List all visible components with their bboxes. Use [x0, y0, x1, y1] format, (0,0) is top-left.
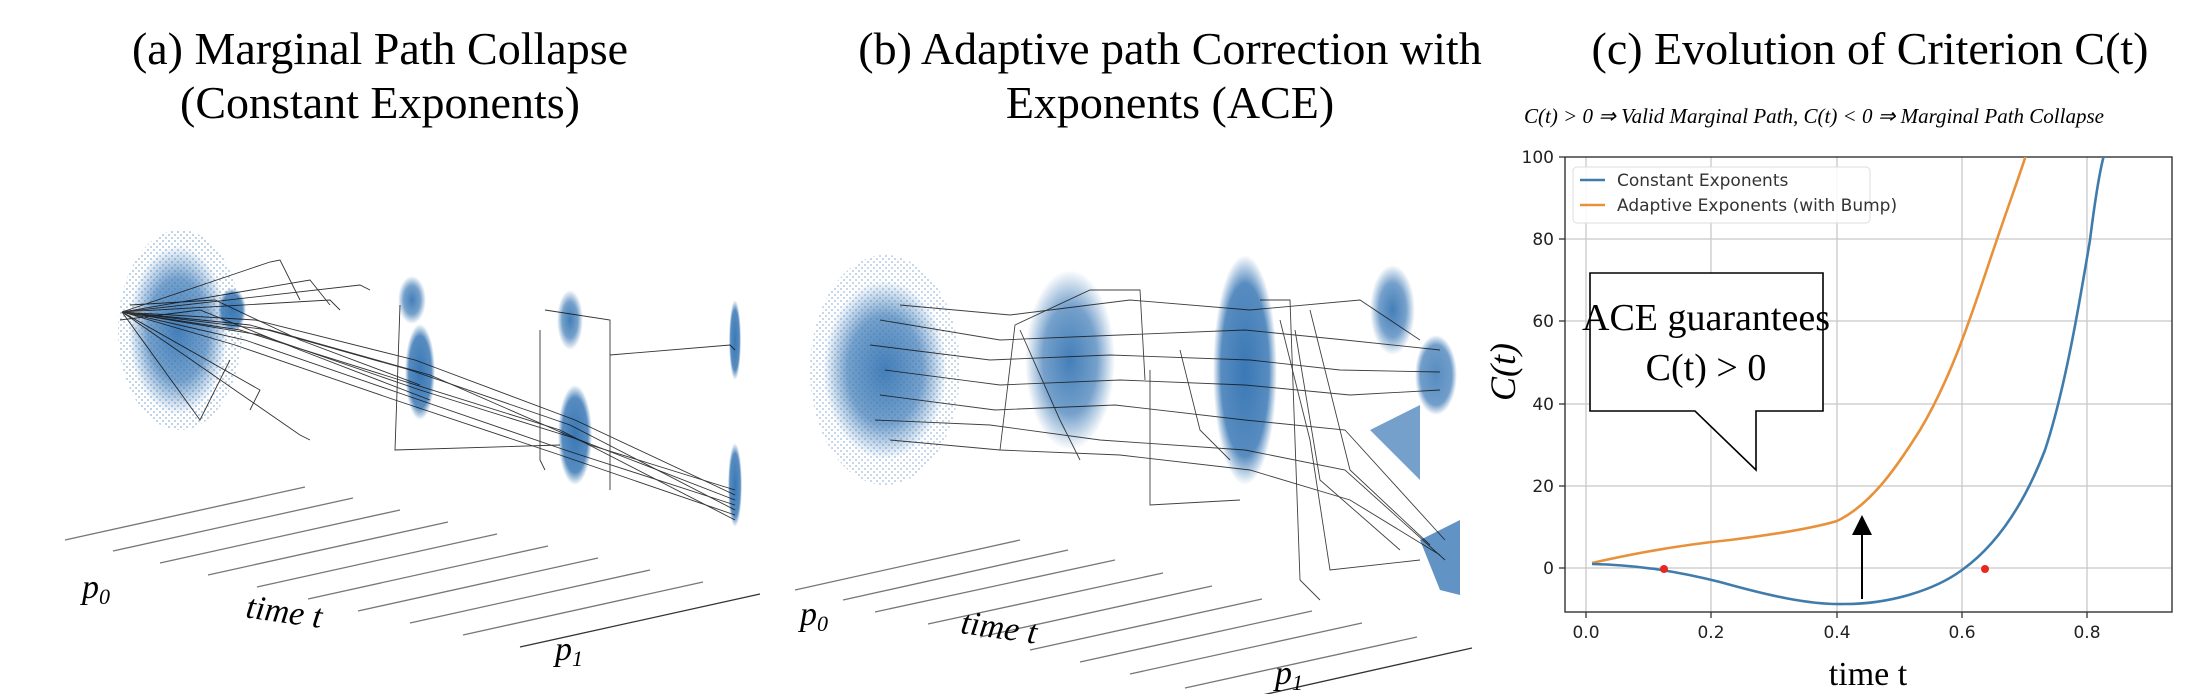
- series-adaptive-exponents: [1591, 157, 2027, 565]
- panel-a-cloud-p1: [728, 443, 742, 527]
- panel-b-cloud-p1-mode2: [1420, 520, 1460, 595]
- panel-b-title-line1: (b) Adaptive path Correction with: [858, 23, 1482, 74]
- panel-b-p0-label: p0: [798, 596, 828, 636]
- axes-frame: [1564, 156, 2173, 613]
- panel-c-x-ticks: [1585, 612, 2088, 618]
- panel-b-cloud-t3-top: [1370, 265, 1415, 355]
- x-tick-0.0: 0.0: [1572, 623, 1599, 643]
- y-tick-100: 100: [1522, 148, 1554, 168]
- panel-a-cloud-p1-top: [729, 300, 741, 380]
- panel-a-cloud-t2-top: [557, 290, 583, 350]
- y-tick-40: 40: [1532, 395, 1554, 415]
- panel-b-cloud-p1-mode1: [1415, 335, 1457, 415]
- legend-label-adaptive: Adaptive Exponents (with Bump): [1617, 196, 1897, 216]
- panel-a-cloud-p0: [128, 245, 228, 415]
- panel-a-title-line1: (a) Marginal Path Collapse: [131, 23, 629, 74]
- panel-a-title: (a) Marginal Path Collapse (Constant Exp…: [60, 22, 700, 130]
- panel-a-floor-grid: [64, 486, 761, 648]
- y-tick-20: 20: [1532, 477, 1554, 497]
- y-axis-title: C(t): [1483, 343, 1523, 401]
- panel-a-title-line2: (Constant Exponents): [180, 77, 580, 128]
- panel-a-plot: p0 time t p1: [64, 230, 761, 671]
- panel-a-p0-label: p0: [80, 569, 110, 609]
- panel-b-cloud-t3-bottom: [1370, 405, 1420, 480]
- panel-c-x-tick-labels: 0.0 0.2 0.4 0.6 0.8: [1572, 623, 2100, 643]
- legend-label-constant: Constant Exponents: [1617, 171, 1788, 191]
- panel-c-title-text: (c) Evolution of Criterion C(t): [1591, 23, 2149, 74]
- panel-c-y-ticks: [1559, 156, 1565, 569]
- panel-b-cloud-t1: [1025, 270, 1115, 450]
- panel-a-time-label: time t: [244, 589, 326, 637]
- panel-a-trajectories: [119, 259, 736, 521]
- callout-line2: C(t) > 0: [1646, 347, 1767, 389]
- x-tick-0.6: 0.6: [1948, 623, 1975, 643]
- y-tick-60: 60: [1532, 312, 1554, 332]
- zero-crossing-marker-2: [1981, 565, 1989, 573]
- panel-b-title: (b) Adaptive path Correction with Expone…: [800, 22, 1540, 130]
- callout-line1: ACE guarantees: [1582, 297, 1830, 339]
- panel-a-cloud-t2: [558, 385, 592, 485]
- panel-c-subtitle: C(t) > 0 ⇒ Valid Marginal Path, C(t) < 0…: [1524, 104, 2104, 128]
- callout-box: [1589, 272, 1824, 472]
- y-tick-0: 0: [1543, 559, 1554, 579]
- x-axis-title: time t: [1829, 656, 1908, 693]
- panel-b-title-line2: Exponents (ACE): [1005, 77, 1335, 128]
- panel-b-p1-label: p1: [1273, 655, 1303, 694]
- x-tick-0.4: 0.4: [1823, 623, 1850, 643]
- panel-b-plot: p0 time t p1: [794, 255, 1473, 694]
- panel-c-title: (c) Evolution of Criterion C(t): [1530, 22, 2210, 76]
- panel-b-time-label: time t: [959, 604, 1041, 652]
- panel-a-cloud-t1-top: [398, 276, 426, 324]
- legend: Constant Exponents Adaptive Exponents (w…: [1572, 166, 1897, 224]
- panel-b-floor-grid: [794, 539, 1473, 694]
- zero-crossing-marker-1: [1660, 565, 1668, 573]
- panel-b-cloud-t2: [1213, 255, 1277, 485]
- panel-b-trajectories: [869, 289, 1446, 601]
- panel-a-p1-label: p1: [553, 631, 583, 671]
- x-tick-0.2: 0.2: [1697, 623, 1724, 643]
- panel-c-y-tick-labels: 0 20 40 60 80 100: [1522, 148, 1554, 579]
- y-tick-80: 80: [1532, 230, 1554, 250]
- panel-c-chart: 0 20 40 60 80 100 0.0 0.2 0.4 0.6 0.8 ti…: [1483, 148, 2173, 693]
- x-tick-0.8: 0.8: [2073, 623, 2100, 643]
- series-constant-exponents: [1591, 157, 2105, 606]
